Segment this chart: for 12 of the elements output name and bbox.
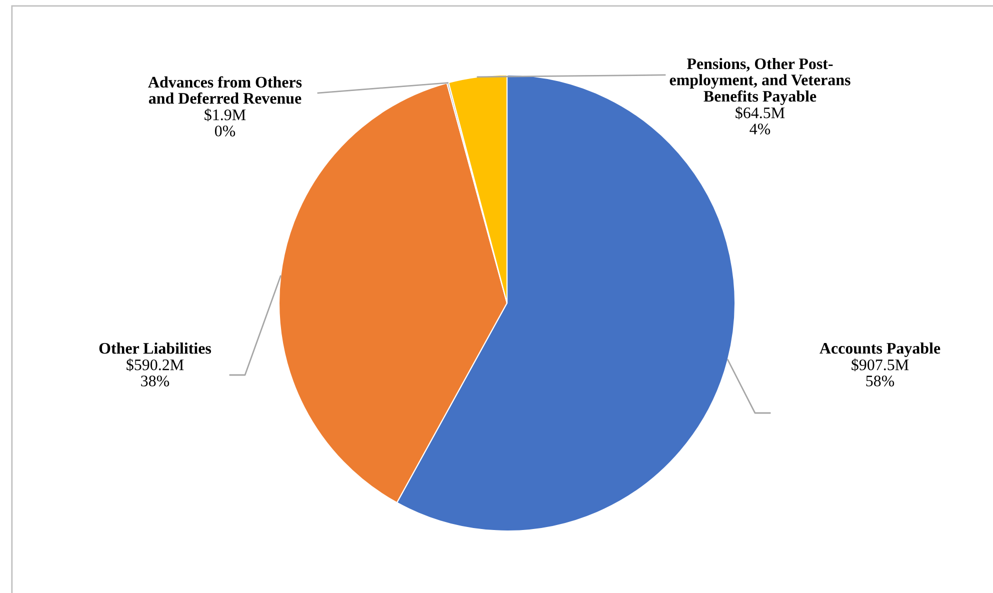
slice-label: Accounts Payable	[820, 342, 940, 357]
data-label: $64.5M	[736, 106, 785, 120]
data-label: $590.2M	[126, 358, 184, 372]
text: 0%	[214, 126, 236, 136]
slice-label: Pensions, Other Post- employment, and Veterans Benefits Payable	[670, 58, 850, 105]
text: 58%	[866, 376, 894, 386]
slice-label: Other Liabilities	[99, 342, 212, 354]
text: 38%	[141, 376, 170, 386]
text: 4%	[750, 124, 770, 134]
slice-label: Advances from Others and Deferred Revenue	[148, 76, 302, 104]
data-label: $1.9M	[204, 108, 246, 122]
data-label: $907.5M	[852, 358, 909, 372]
